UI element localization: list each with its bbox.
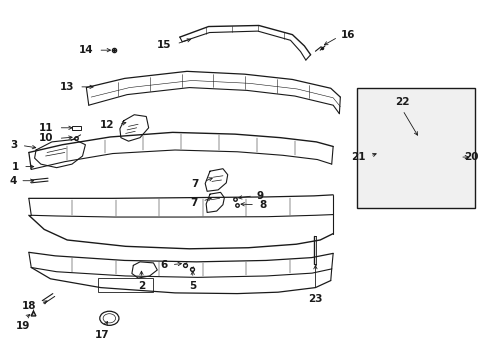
Text: 8: 8: [258, 200, 265, 210]
Text: 14: 14: [79, 45, 93, 55]
Text: 22: 22: [395, 96, 409, 107]
Text: 9: 9: [256, 191, 264, 201]
Text: 1: 1: [12, 162, 19, 172]
Text: 23: 23: [307, 294, 322, 303]
Text: 13: 13: [60, 82, 74, 92]
Text: 20: 20: [463, 152, 477, 162]
Text: 17: 17: [94, 330, 109, 339]
Text: 21: 21: [350, 152, 365, 162]
Text: 4: 4: [9, 176, 17, 186]
Text: 2: 2: [138, 281, 145, 291]
Text: 15: 15: [157, 40, 171, 50]
Text: 6: 6: [160, 260, 167, 270]
Bar: [98, 278, 153, 292]
Text: 12: 12: [100, 120, 114, 130]
Bar: [356, 88, 473, 208]
Text: 18: 18: [21, 301, 36, 311]
Text: 7: 7: [191, 179, 199, 189]
Text: 5: 5: [189, 281, 196, 291]
Text: 7: 7: [190, 198, 197, 208]
Text: 16: 16: [341, 30, 355, 40]
Text: 11: 11: [39, 123, 54, 133]
Text: 19: 19: [16, 321, 30, 331]
Text: 10: 10: [39, 133, 54, 143]
Text: 3: 3: [10, 140, 17, 150]
Bar: [72, 126, 81, 130]
